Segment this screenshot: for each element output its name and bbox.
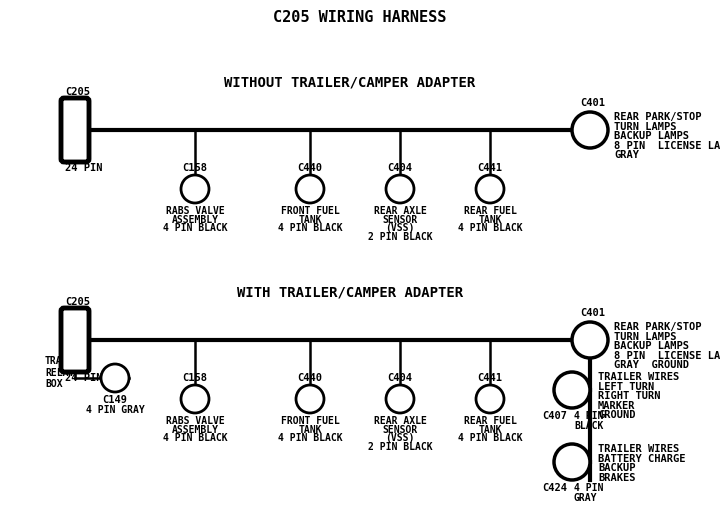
- Text: SENSOR: SENSOR: [382, 215, 418, 224]
- Text: 4 PIN BLACK: 4 PIN BLACK: [163, 433, 228, 443]
- Text: 4 PIN GRAY: 4 PIN GRAY: [86, 405, 145, 415]
- Text: BACKUP: BACKUP: [598, 463, 636, 473]
- Text: TRAILER
RELAY
BOX: TRAILER RELAY BOX: [45, 356, 86, 389]
- Text: GRAY: GRAY: [574, 493, 598, 503]
- Text: ASSEMBLY: ASSEMBLY: [171, 215, 218, 224]
- Text: 4 PIN BLACK: 4 PIN BLACK: [458, 223, 522, 233]
- Text: C205 WIRING HARNESS: C205 WIRING HARNESS: [274, 10, 446, 25]
- Text: REAR PARK/STOP: REAR PARK/STOP: [614, 322, 701, 332]
- Text: TURN LAMPS: TURN LAMPS: [614, 331, 677, 342]
- Text: RABS VALVE: RABS VALVE: [166, 206, 225, 216]
- Text: C401: C401: [580, 308, 605, 318]
- Text: TANK: TANK: [478, 215, 502, 224]
- Text: 4 PIN: 4 PIN: [574, 483, 603, 493]
- Text: BATTERY CHARGE: BATTERY CHARGE: [598, 453, 685, 464]
- Text: 8 PIN  LICENSE LAMPS: 8 PIN LICENSE LAMPS: [614, 141, 720, 151]
- Circle shape: [572, 112, 608, 148]
- Circle shape: [181, 385, 209, 413]
- Text: REAR AXLE: REAR AXLE: [374, 416, 426, 426]
- Text: (VSS): (VSS): [385, 433, 415, 443]
- Text: REAR PARK/STOP: REAR PARK/STOP: [614, 112, 701, 122]
- Text: 4 PIN BLACK: 4 PIN BLACK: [278, 223, 342, 233]
- Circle shape: [296, 175, 324, 203]
- Text: GRAY  GROUND: GRAY GROUND: [614, 360, 689, 371]
- Text: C424: C424: [542, 483, 567, 493]
- FancyBboxPatch shape: [61, 98, 89, 162]
- Text: C149: C149: [102, 395, 127, 405]
- Text: FRONT FUEL: FRONT FUEL: [281, 416, 339, 426]
- Text: C440: C440: [297, 373, 323, 383]
- Text: ASSEMBLY: ASSEMBLY: [171, 424, 218, 434]
- Text: 2 PIN BLACK: 2 PIN BLACK: [368, 232, 432, 241]
- Text: TANK: TANK: [298, 215, 322, 224]
- Text: TANK: TANK: [298, 424, 322, 434]
- Text: BRAKES: BRAKES: [598, 473, 636, 483]
- Text: BLACK: BLACK: [574, 421, 603, 431]
- Circle shape: [476, 385, 504, 413]
- Text: C441: C441: [477, 163, 503, 173]
- Circle shape: [554, 372, 590, 408]
- Text: GRAY: GRAY: [614, 150, 639, 160]
- Text: RIGHT TURN: RIGHT TURN: [598, 391, 660, 401]
- Text: 2 PIN BLACK: 2 PIN BLACK: [368, 442, 432, 451]
- Text: 8 PIN  LICENSE LAMPS: 8 PIN LICENSE LAMPS: [614, 351, 720, 361]
- Text: TANK: TANK: [478, 424, 502, 434]
- Text: FRONT FUEL: FRONT FUEL: [281, 206, 339, 216]
- Text: C205: C205: [65, 87, 90, 97]
- Text: 4 PIN BLACK: 4 PIN BLACK: [458, 433, 522, 443]
- Text: TURN LAMPS: TURN LAMPS: [614, 121, 677, 132]
- Text: WITHOUT TRAILER/CAMPER ADAPTER: WITHOUT TRAILER/CAMPER ADAPTER: [225, 75, 476, 89]
- Circle shape: [296, 385, 324, 413]
- Text: WITH TRAILER/CAMPER ADAPTER: WITH TRAILER/CAMPER ADAPTER: [237, 285, 463, 299]
- FancyBboxPatch shape: [61, 308, 89, 372]
- Circle shape: [572, 322, 608, 358]
- Circle shape: [181, 175, 209, 203]
- Text: C205: C205: [65, 297, 90, 307]
- Text: LEFT TURN: LEFT TURN: [598, 382, 654, 391]
- Text: C404: C404: [387, 163, 413, 173]
- Text: C401: C401: [580, 98, 605, 108]
- Text: C407: C407: [542, 411, 567, 421]
- Text: 4 PIN BLACK: 4 PIN BLACK: [278, 433, 342, 443]
- Circle shape: [386, 385, 414, 413]
- Text: MARKER: MARKER: [598, 401, 636, 411]
- Text: TRAILER WIRES: TRAILER WIRES: [598, 444, 679, 454]
- Circle shape: [476, 175, 504, 203]
- Text: RABS VALVE: RABS VALVE: [166, 416, 225, 426]
- Text: REAR FUEL: REAR FUEL: [464, 416, 516, 426]
- Text: BACKUP LAMPS: BACKUP LAMPS: [614, 131, 689, 141]
- Circle shape: [554, 444, 590, 480]
- Text: SENSOR: SENSOR: [382, 424, 418, 434]
- Text: 24 PIN: 24 PIN: [65, 163, 102, 173]
- Circle shape: [101, 364, 129, 392]
- Text: (VSS): (VSS): [385, 223, 415, 233]
- Text: C404: C404: [387, 373, 413, 383]
- Text: REAR FUEL: REAR FUEL: [464, 206, 516, 216]
- Text: C441: C441: [477, 373, 503, 383]
- Text: REAR AXLE: REAR AXLE: [374, 206, 426, 216]
- Text: BACKUP LAMPS: BACKUP LAMPS: [614, 341, 689, 351]
- Text: 4 PIN: 4 PIN: [574, 411, 603, 421]
- Text: 24 PIN: 24 PIN: [65, 373, 102, 383]
- Text: 4 PIN BLACK: 4 PIN BLACK: [163, 223, 228, 233]
- Text: C440: C440: [297, 163, 323, 173]
- Text: TRAILER WIRES: TRAILER WIRES: [598, 372, 679, 382]
- Text: C158: C158: [182, 163, 207, 173]
- Text: C158: C158: [182, 373, 207, 383]
- Text: GROUND: GROUND: [598, 410, 636, 420]
- Circle shape: [386, 175, 414, 203]
